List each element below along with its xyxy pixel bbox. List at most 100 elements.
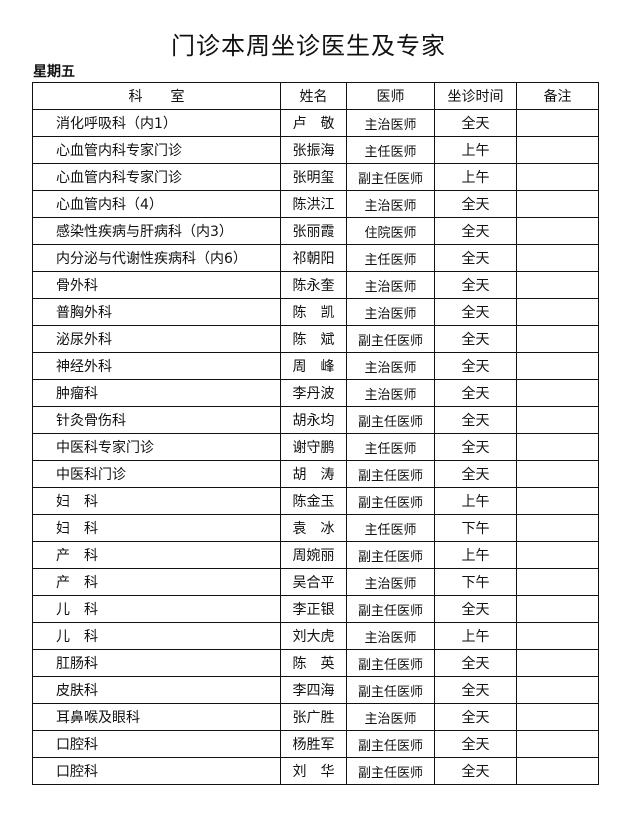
time-cell: 全天 [434, 271, 517, 299]
doctor-name-cell: 张振海 [280, 136, 347, 164]
doctor-title-cell: 副主任医师 [346, 460, 435, 488]
table-row: 心血管内科专家门诊 张明玺 副主任医师 上午 [32, 163, 599, 191]
time-cell: 全天 [434, 649, 517, 677]
schedule-table: 科 室 姓名 医师 坐诊时间 备注 消化呼吸科（内1）卢 敬主治医师 全天 心血管内… [32, 82, 599, 785]
dept-cell: 感染性疾病与肝病科（内3） [32, 217, 281, 245]
doctor-title-cell: 副主任医师 [346, 406, 435, 434]
note-cell [516, 676, 599, 704]
dept-cell: 中医科专家门诊 [32, 433, 281, 461]
note-cell [516, 109, 599, 137]
time-cell: 上午 [434, 487, 517, 515]
table-row: 普胸外科陈 凯主治医师 全天 [32, 298, 599, 326]
doctor-title-cell: 主治医师 [346, 271, 435, 299]
note-cell [516, 190, 599, 218]
dept-cell: 神经外科 [32, 352, 281, 380]
header-title: 医师 [346, 82, 435, 110]
dept-cell: 妇 科 [32, 514, 281, 542]
doctor-title-cell: 主治医师 [346, 109, 435, 137]
doctor-title-cell: 主治医师 [346, 352, 435, 380]
doctor-title-cell: 主任医师 [346, 244, 435, 272]
note-cell [516, 622, 599, 650]
doctor-name-cell: 刘大虎 [280, 622, 347, 650]
time-cell: 全天 [434, 352, 517, 380]
doctor-title-cell: 副主任医师 [346, 757, 435, 785]
doctor-name-cell: 张广胜 [280, 703, 347, 731]
doctor-title-cell: 副主任医师 [346, 163, 435, 191]
time-cell: 下午 [434, 568, 517, 596]
dept-cell: 产 科 [32, 541, 281, 569]
doctor-name-cell: 张丽霞 [280, 217, 347, 245]
header-note: 备注 [516, 82, 599, 110]
note-cell [516, 163, 599, 191]
note-cell [516, 649, 599, 677]
dept-cell: 内分泌与代谢性疾病科（内6） [32, 244, 281, 272]
doctor-name-cell: 周婉丽 [280, 541, 347, 569]
table-row: 骨外科 陈永奎 主治医师 全天 [32, 271, 599, 299]
dept-cell: 口腔科 [32, 757, 281, 785]
note-cell [516, 298, 599, 326]
doctor-name-cell: 李四海 [280, 676, 347, 704]
table-row: 泌尿外科陈 斌副主任医师 全天 [32, 325, 599, 353]
doctor-name-cell: 胡 涛 [280, 460, 347, 488]
dept-cell: 肿瘤科 [32, 379, 281, 407]
table-row: 口腔科 杨胜军 副主任医师 全天 [32, 730, 599, 758]
note-cell [516, 244, 599, 272]
header-row: 科 室 姓名 医师 坐诊时间 备注 [32, 82, 599, 110]
time-cell: 全天 [434, 217, 517, 245]
doctor-title-cell: 主任医师 [346, 433, 435, 461]
table-row: 感染性疾病与肝病科（内3） 张丽霞 住院医师 全天 [32, 217, 599, 245]
doctor-name-cell: 周 峰 [280, 352, 347, 380]
doctor-name-cell: 祁朝阳 [280, 244, 347, 272]
note-cell [516, 703, 599, 731]
note-cell [516, 568, 599, 596]
dept-cell: 皮肤科 [32, 676, 281, 704]
doctor-name-cell: 刘 华 [280, 757, 347, 785]
dept-cell: 产 科 [32, 568, 281, 596]
time-cell: 上午 [434, 163, 517, 191]
doctor-name-cell: 陈 英 [280, 649, 347, 677]
note-cell [516, 487, 599, 515]
header-name: 姓名 [280, 82, 347, 110]
table-row: 产 科周婉丽 副主任医师 上午 [32, 541, 599, 569]
note-cell [516, 217, 599, 245]
dept-cell: 妇 科 [32, 487, 281, 515]
note-cell [516, 757, 599, 785]
dept-cell: 心血管内科（4） [32, 190, 281, 218]
note-cell [516, 136, 599, 164]
doctor-title-cell: 副主任医师 [346, 649, 435, 677]
dept-cell: 普胸外科 [32, 298, 281, 326]
time-cell: 全天 [434, 325, 517, 353]
dept-cell: 儿 科 [32, 595, 281, 623]
table-row: 耳鼻喉及眼科 张广胜 主治医师 全天 [32, 703, 599, 731]
doctor-name-cell: 谢守鹏 [280, 433, 347, 461]
time-cell: 全天 [434, 379, 517, 407]
doctor-name-cell: 陈金玉 [280, 487, 347, 515]
time-cell: 全天 [434, 298, 517, 326]
table-row: 口腔科刘 华副主任医师 全天 [32, 757, 599, 785]
time-cell: 下午 [434, 514, 517, 542]
note-cell [516, 379, 599, 407]
doctor-title-cell: 副主任医师 [346, 676, 435, 704]
table-row: 神经外科周 峰主治医师 全天 [32, 352, 599, 380]
time-cell: 全天 [434, 244, 517, 272]
table-row: 妇 科陈金玉 副主任医师 上午 [32, 487, 599, 515]
time-cell: 上午 [434, 622, 517, 650]
table-row: 消化呼吸科（内1）卢 敬主治医师 全天 [32, 109, 599, 137]
doctor-title-cell: 主治医师 [346, 298, 435, 326]
note-cell [516, 514, 599, 542]
doctor-title-cell: 副主任医师 [346, 541, 435, 569]
doctor-title-cell: 主任医师 [346, 136, 435, 164]
note-cell [516, 406, 599, 434]
note-cell [516, 730, 599, 758]
note-cell [516, 352, 599, 380]
table-row: 中医科专家门诊 谢守鹏 主任医师 全天 [32, 433, 599, 461]
dept-cell: 肛肠科 [32, 649, 281, 677]
table-row: 中医科门诊胡 涛副主任医师 全天 [32, 460, 599, 488]
time-cell: 全天 [434, 406, 517, 434]
dept-cell: 儿 科 [32, 622, 281, 650]
time-cell: 全天 [434, 703, 517, 731]
table-row: 儿 科刘大虎 主治医师 上午 [32, 622, 599, 650]
dept-cell: 心血管内科专家门诊 [32, 163, 281, 191]
weekday-label: 星期五 [33, 64, 75, 80]
doctor-name-cell: 胡永均 [280, 406, 347, 434]
